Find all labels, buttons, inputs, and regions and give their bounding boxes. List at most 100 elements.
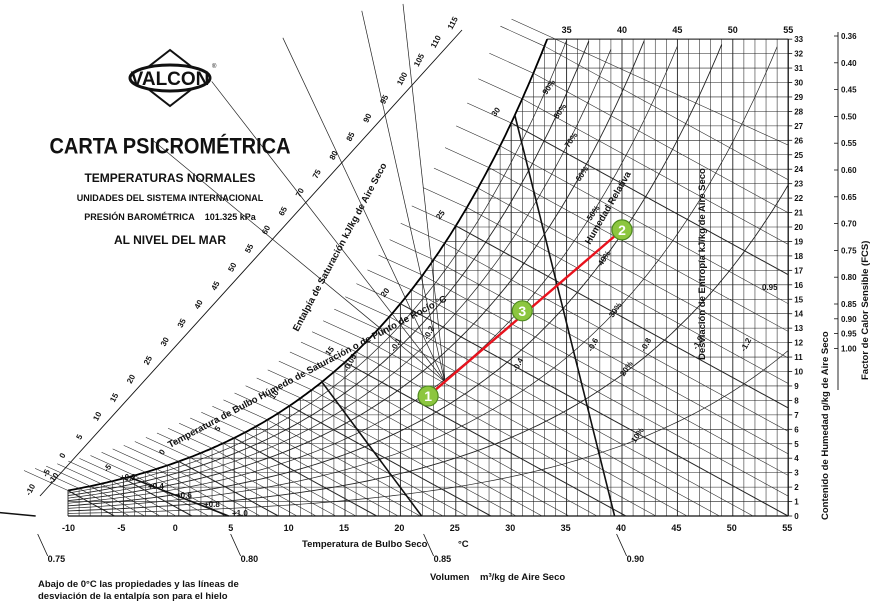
enthalpy-extension-line	[134, 441, 179, 462]
wet-bulb-line	[278, 412, 467, 517]
y-tick-label: 7	[794, 411, 799, 420]
enthalpy-extension-line	[23, 470, 69, 491]
y-tick-label: 4	[794, 454, 799, 463]
wet-bulb-line	[555, 38, 789, 146]
shf-ray	[402, 3, 446, 382]
y-tick-label: 24	[794, 165, 803, 174]
pressure-label: PRESIÓN BAROMÉTRICA	[84, 212, 195, 222]
x-tick-label: 0	[173, 523, 178, 533]
enthalpy-tick-label: 5	[74, 432, 84, 441]
x-tick-label: 15	[339, 523, 349, 533]
volume-title: Volumen	[430, 572, 470, 583]
sea-level-label: AL NIVEL DEL MAR	[113, 233, 226, 247]
shf-inner-label: 0.95	[762, 283, 778, 292]
saturation-tick-label: 20	[379, 286, 392, 299]
wet-bulb-line	[112, 480, 177, 517]
y-axis-title: Contenido de Humedad g/kg de Aire Seco	[820, 331, 831, 520]
deviation-pos-label: +0.6	[176, 491, 192, 500]
y-tick-label: 32	[794, 50, 803, 59]
deviation-neg-label: -0.8	[639, 336, 654, 353]
enthalpy-extension-line	[511, 18, 556, 40]
enthalpy-tick-label: 105	[412, 52, 426, 68]
enthalpy-extension-line	[323, 320, 368, 342]
saturation-tick-label: 5	[213, 424, 223, 433]
enthalpy-extension-line	[367, 269, 412, 291]
enthalpy-extension-line	[101, 452, 146, 473]
enthalpy-extension-line	[156, 432, 202, 454]
enthalpy-extension-line	[278, 360, 323, 382]
wet-bulb-line	[477, 187, 789, 359]
enthalpy-extension-line	[300, 341, 346, 363]
shf-axis-title: Factor de Calor Sensible (FCS)	[860, 241, 871, 380]
enthalpy-extension-line	[467, 102, 512, 124]
pressure-value: 101.325 kPa	[204, 212, 256, 222]
shf-ray	[211, 81, 445, 382]
y-tick-label: 33	[794, 35, 803, 44]
top-tick-label: 40	[617, 25, 627, 35]
process-point-label-2: 2	[618, 222, 626, 238]
enthalpy-tick-label: 15	[108, 391, 120, 404]
x-tick-label: 55	[782, 523, 792, 533]
wet-bulb-line	[289, 405, 492, 517]
shf-tick-label: 0.40	[841, 59, 857, 68]
deviation-neg-label: -0.2	[422, 324, 437, 341]
enthalpy-extension-line	[422, 187, 467, 208]
wet-bulb-line	[522, 98, 789, 245]
shf-tick-label: 0.85	[841, 300, 857, 309]
enthalpy-tick-label: 95	[378, 93, 390, 106]
process-point-1	[417, 385, 439, 407]
wet-bulb-line	[322, 380, 570, 517]
x-tick-label: 5	[228, 523, 233, 533]
process-point-3	[511, 300, 533, 322]
y-tick-label: 19	[794, 237, 803, 246]
wet-bulb-line	[466, 207, 789, 384]
deviation-neg-label: -1.2	[739, 336, 754, 353]
volume-tick-line	[616, 533, 627, 557]
wet-bulb-line	[533, 72, 789, 214]
enthalpy-tick-label: 90	[361, 112, 373, 125]
enthalpy-axis-title: Entalpía de Saturación kJ/kg de Aire Sec…	[291, 161, 390, 333]
wet-bulb-line	[344, 361, 627, 517]
y-tick-label: 9	[794, 382, 799, 391]
rh-tick-label: 40%	[596, 249, 613, 267]
enthalpy-extension-line	[289, 351, 335, 373]
y-tick-label: 10	[794, 368, 803, 377]
x-tick-label: 20	[394, 523, 404, 533]
shf-tick-label: 0.60	[841, 166, 857, 175]
enthalpy-tick-label: 115	[446, 15, 460, 31]
enthalpy-extension-line	[356, 283, 401, 304]
shf-tick-label: 0.36	[841, 32, 857, 41]
enthalpy-extension-line	[433, 167, 479, 189]
shf-tick-label: 0.90	[841, 315, 857, 324]
footnote-line-2: desviación de la entalpía son para el hi…	[38, 591, 228, 602]
enthalpy-extension-line	[400, 222, 445, 244]
enthalpy-tick-label: 100	[395, 70, 409, 86]
rh-tick-label: 60%	[574, 165, 591, 183]
y-tick-label: 11	[794, 353, 803, 362]
y-tick-label: 21	[794, 209, 803, 218]
top-tick-label: 55	[783, 25, 793, 35]
wet-bulb-line	[123, 477, 193, 517]
x-tick-label: 25	[450, 523, 460, 533]
wet-bulb-line	[389, 316, 754, 517]
valcon-logo: VALCON ®	[120, 48, 220, 108]
volume-tick-label: 0.80	[241, 554, 259, 564]
enthalpy-extension-line	[167, 428, 213, 449]
enthalpy-tick-label: 45	[209, 279, 221, 292]
volume-tick-label: 0.85	[434, 554, 452, 564]
y-tick-label: 6	[794, 425, 799, 434]
process-point-2	[611, 219, 633, 241]
pressure-line: PRESIÓN BAROMÉTRICA 101.325 kPa	[40, 212, 300, 222]
entropy-axis-title: Desviación de Entropía kJ/kg de Aire Sec…	[697, 168, 708, 360]
enthalpy-extension-line	[334, 308, 379, 330]
wet-bulb-line	[378, 328, 720, 517]
shf-tick-label: 0.75	[841, 246, 857, 255]
shf-ray	[361, 10, 446, 382]
shf-tick-label: 0.95	[841, 330, 857, 339]
top-tick-label: 50	[728, 25, 738, 35]
wet-bulb-line	[78, 488, 130, 517]
enthalpy-extension-line	[145, 437, 190, 458]
rh-curve	[67, 40, 590, 497]
shf-tick-label: 0.55	[841, 139, 857, 148]
chart-subtitle: TEMPERATURAS NORMALES	[84, 171, 256, 185]
